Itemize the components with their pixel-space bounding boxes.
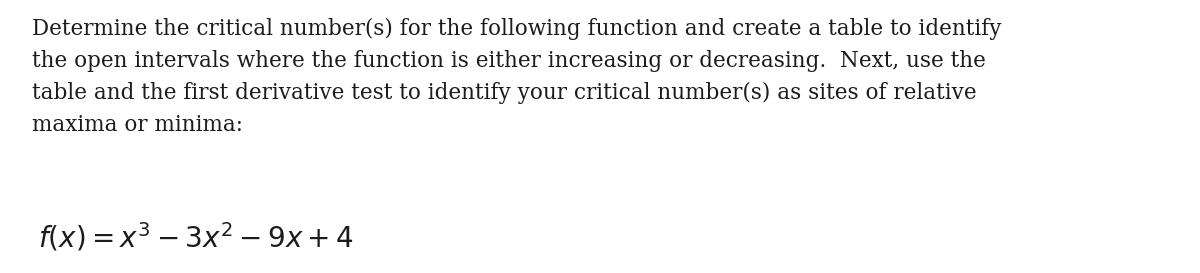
Text: $f(x)=x^3-3x^2-9x+4$: $f(x)=x^3-3x^2-9x+4$ bbox=[38, 221, 354, 254]
Text: table and the first derivative test to identify your critical number(s) as sites: table and the first derivative test to i… bbox=[32, 82, 977, 104]
Text: the open intervals where the function is either increasing or decreasing.  Next,: the open intervals where the function is… bbox=[32, 50, 986, 72]
Text: Determine the critical number(s) for the following function and create a table t: Determine the critical number(s) for the… bbox=[32, 18, 1002, 40]
Text: maxima or minima:: maxima or minima: bbox=[32, 114, 242, 136]
